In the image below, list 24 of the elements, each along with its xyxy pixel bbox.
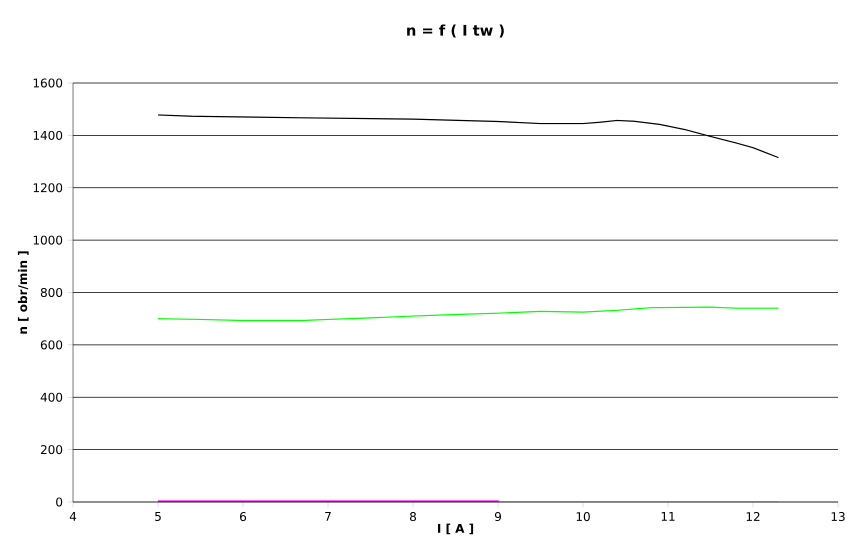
y-tick-label: 800 bbox=[40, 288, 62, 298]
y-tick-label: 1400 bbox=[34, 130, 62, 140]
x-tick-label: 10 bbox=[576, 512, 590, 522]
y-tick-label: 200 bbox=[40, 445, 62, 454]
x-tick-label: 7 bbox=[325, 512, 331, 521]
y-tick-label: 1000 bbox=[34, 236, 62, 245]
x-tick-label: 9 bbox=[494, 512, 501, 522]
x-axis-title: I [ A ] bbox=[438, 524, 474, 534]
y-axis-title: n [ obr/min ] bbox=[18, 251, 29, 334]
y-tick-label: 400 bbox=[40, 392, 62, 402]
y-tick-label: 600 bbox=[40, 340, 62, 350]
x-tick-label: 6 bbox=[240, 512, 246, 522]
chart-title: n = f ( I tw ) bbox=[407, 24, 504, 38]
x-tick-label: 8 bbox=[410, 512, 416, 522]
y-tick-label: 0 bbox=[56, 497, 62, 507]
line-series bbox=[157, 306, 780, 322]
x-tick-label: 13 bbox=[832, 512, 845, 522]
x-tick-label: 12 bbox=[746, 512, 760, 521]
x-tick-label: 5 bbox=[155, 512, 161, 521]
y-tick-label: 1600 bbox=[34, 78, 62, 88]
line-series bbox=[157, 114, 780, 158]
x-tick-label: 4 bbox=[70, 512, 76, 521]
y-tick-label: 1200 bbox=[34, 183, 62, 192]
x-tick-label: 11 bbox=[662, 512, 675, 521]
